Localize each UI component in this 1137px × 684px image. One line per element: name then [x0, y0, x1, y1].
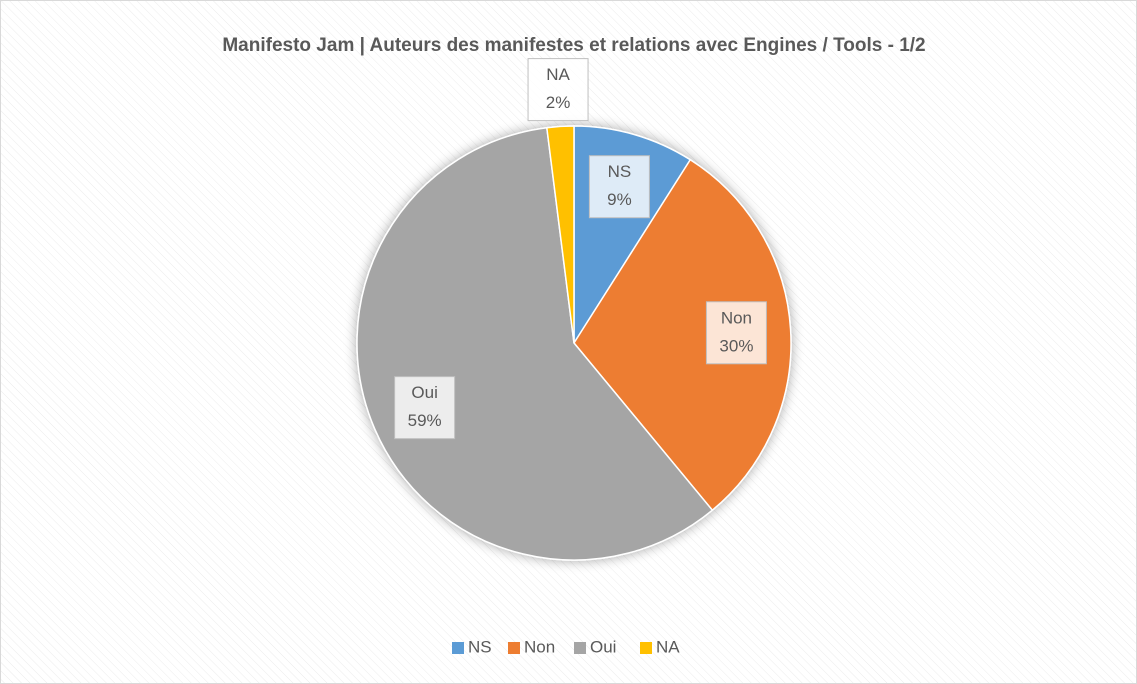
data-label-value: 9%: [607, 190, 632, 209]
pie-slice: [573, 158, 792, 512]
pie: [356, 125, 792, 561]
data-label-value: 2%: [546, 93, 571, 112]
legend-label: Non: [524, 637, 555, 656]
chart-title: Manifesto Jam | Auteurs des manifestes e…: [222, 35, 925, 56]
legend-swatch: [574, 642, 586, 654]
data-label-box: [705, 301, 767, 365]
legend-swatch: [640, 642, 652, 654]
legend-label: NA: [656, 637, 680, 656]
data-label-box: [394, 376, 456, 440]
data-label-name: NS: [608, 162, 632, 181]
data-label-name: Non: [721, 308, 752, 327]
data-label-name: NA: [546, 65, 570, 84]
legend-swatch: [452, 642, 464, 654]
data-label-value: 30%: [719, 336, 753, 355]
data-label-box: [527, 58, 589, 122]
legend-label: NS: [468, 637, 492, 656]
legend-label: Oui: [590, 637, 616, 656]
data-label-value: 59%: [408, 411, 442, 430]
legend-swatch: [508, 642, 520, 654]
data-label-box: [588, 155, 650, 219]
data-label-name: Oui: [411, 383, 437, 402]
pie-slice: [356, 126, 714, 561]
pie-slice: [545, 125, 575, 344]
